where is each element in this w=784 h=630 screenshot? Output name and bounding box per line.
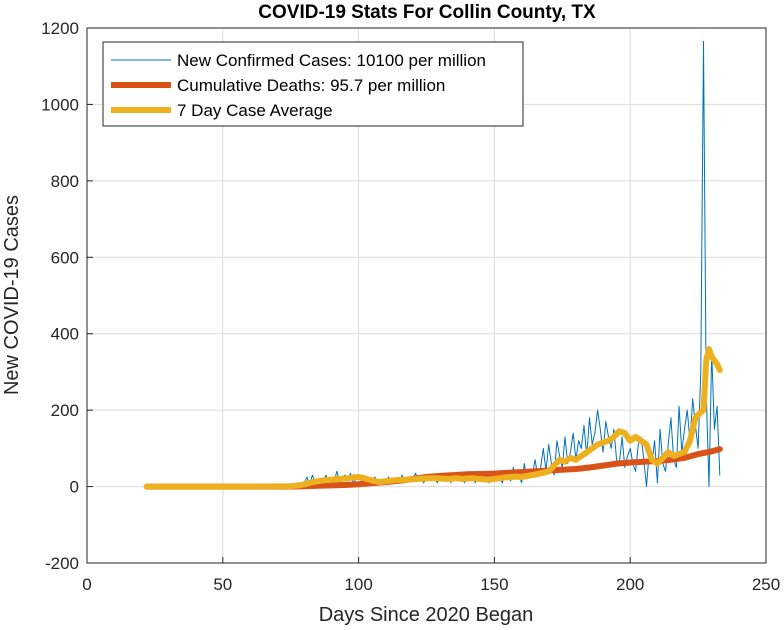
chart-title: COVID-19 Stats For Collin County, TX — [258, 2, 596, 23]
y-tick-label: 400 — [51, 325, 79, 344]
y-tick-label: 200 — [51, 401, 79, 420]
y-tick-label: -200 — [45, 554, 79, 573]
y-tick-label: 600 — [51, 248, 79, 267]
series-cumulative-deaths — [143, 446, 723, 490]
y-tick-label: 0 — [70, 478, 79, 497]
plot-border — [86, 27, 767, 564]
legend: New Confirmed Cases: 10100 per million C… — [102, 41, 524, 127]
legend-box — [102, 41, 524, 127]
series-7-day-average — [143, 346, 723, 490]
legend-label-new-cases: New Confirmed Cases: 10100 per million — [177, 51, 486, 70]
x-tick-label: 200 — [616, 575, 644, 594]
legend-label-deaths: Cumulative Deaths: 95.7 per million — [177, 76, 445, 95]
legend-label-average: 7 Day Case Average — [177, 101, 333, 120]
y-tick-label: 800 — [51, 172, 79, 191]
y-tick-label: 1000 — [41, 95, 79, 114]
x-tick-label: 100 — [344, 575, 372, 594]
x-tick-label: 150 — [480, 575, 508, 594]
x-tick-label: 0 — [82, 575, 91, 594]
series-layer — [143, 40, 723, 490]
x-axis-title: Days Since 2020 Began — [319, 604, 534, 626]
x-tick-label: 50 — [213, 575, 232, 594]
x-tick-label: 250 — [752, 575, 780, 594]
y-tick-label: 1200 — [41, 19, 79, 38]
y-axis-title: New COVID-19 Cases — [1, 195, 23, 395]
